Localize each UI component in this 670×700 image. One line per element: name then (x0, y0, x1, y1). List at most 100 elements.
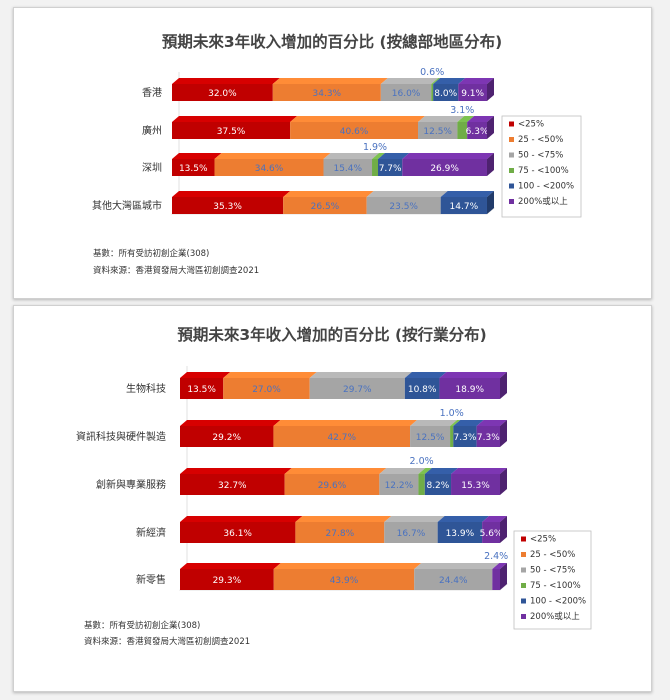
bar-segment (439, 378, 500, 399)
bar-segment (366, 197, 441, 214)
bar-segment (458, 84, 488, 101)
legend-entry: <25% (530, 535, 556, 545)
data-label: 2.0% (410, 456, 434, 467)
bar-segment-top (180, 563, 281, 569)
bar-side (487, 153, 494, 176)
bar-segment (431, 84, 434, 101)
legend-swatch (509, 199, 514, 204)
bar-segment-top (414, 563, 500, 569)
data-label: 10.8% (408, 385, 437, 395)
bar-segment (476, 426, 500, 447)
legend-entry: 50 - <75% (530, 566, 575, 576)
legend-swatch (521, 552, 526, 557)
legend-swatch (509, 168, 514, 173)
category-label: 香港 (142, 87, 162, 99)
legend-entry: 50 - <75% (518, 151, 563, 161)
bar-segment-top (214, 153, 331, 159)
bar-segment (414, 569, 493, 590)
data-label: 35.3% (213, 202, 242, 212)
bar-segment-top (309, 372, 412, 378)
data-label: 43.9% (330, 576, 359, 586)
data-label: 15.4% (333, 164, 362, 174)
data-label: 14.7% (450, 202, 479, 212)
legend-entry: 200%或以上 (518, 196, 568, 207)
category-label: 深圳 (142, 162, 162, 174)
bar-segment (323, 159, 373, 176)
data-label: 29.6% (318, 481, 347, 491)
bar-segment-top (439, 372, 507, 378)
data-label: 7.3% (454, 433, 477, 443)
bar-segment (172, 122, 291, 139)
legend-swatch (521, 536, 526, 542)
bar-segment (172, 84, 273, 101)
bar-segment (457, 122, 468, 139)
legend-entry: 100 - <200% (530, 597, 586, 607)
bar-segment-top (272, 78, 388, 84)
bar-segment-top (437, 516, 490, 522)
data-label: 12.5% (416, 433, 445, 443)
data-label: 13.5% (187, 385, 216, 395)
data-label: 1.9% (363, 142, 387, 153)
bar-segment-top (482, 516, 507, 522)
bar-segment (290, 122, 419, 139)
bar-segment-top (284, 468, 387, 474)
bar-segment-top (323, 153, 380, 159)
bar-segment (172, 197, 284, 214)
data-label: 12.5% (423, 127, 452, 137)
bar-segment-top (379, 468, 426, 474)
bar-segment-top (492, 563, 507, 569)
bar-segment (402, 159, 487, 176)
data-label: 26.5% (311, 202, 340, 212)
bar-segment (467, 122, 487, 139)
legend-swatch (521, 614, 526, 619)
data-label: 23.5% (389, 202, 418, 212)
category-label: 新零售 (136, 573, 166, 586)
bar-segment (437, 522, 483, 543)
bar-side (500, 372, 507, 399)
data-label: 9.1% (461, 89, 484, 99)
legend-entry: 200%或以上 (530, 611, 580, 622)
data-label: 27.0% (252, 385, 281, 395)
data-label: 29.3% (213, 576, 242, 586)
bar-segment-top (273, 563, 422, 569)
bar-segment-top (457, 116, 475, 122)
bar-segment (309, 378, 405, 399)
data-label: 37.5% (217, 127, 246, 137)
chart-region: 預期未來3年收入增加的百分比 (按總部地區分布) 香港 32.0% 34.3% 16.0… (92, 32, 582, 218)
bar-segment-top (418, 116, 465, 122)
bar-segment (492, 569, 500, 590)
data-label: 16.0% (392, 89, 421, 99)
category-label: 資訊科技與硬件製造 (76, 430, 166, 443)
footnote-base: 基數：所有受訪初創企業(308) (84, 621, 201, 631)
bar-segment (450, 426, 454, 447)
chart-panel-region: 預期未來3年收入增加的百分比 (按總部地區分布) 香港 32.0% 34.3% 16.0… (13, 7, 652, 299)
bar-side (487, 116, 494, 139)
data-label: 12.2% (385, 481, 414, 491)
bar-segment (223, 378, 310, 399)
bar-segment-top (290, 116, 426, 122)
chart-industry: 預期未來3年收入增加的百分比 (按行業分布) 生物科技 13.5% 27.0% 29.7… (76, 325, 592, 630)
data-label: 24.4% (439, 576, 468, 586)
bar-segment (180, 426, 274, 447)
bar-side (500, 516, 507, 543)
bar-side (487, 191, 494, 214)
footnote-source: 資料來源：香港貿發局大灣區初創調查2021 (84, 637, 251, 647)
bar-segment (180, 522, 296, 543)
data-label: 8.2% (426, 481, 449, 491)
category-label: 創新與專業服務 (96, 478, 166, 491)
data-label: 1.0% (440, 408, 464, 419)
data-label: 40.6% (340, 127, 369, 137)
bar-segment-top (283, 191, 374, 197)
bar-segment-top (366, 191, 448, 197)
data-label: 2.4% (484, 551, 508, 562)
bar-side (500, 563, 507, 590)
data-label: 32.7% (218, 481, 247, 491)
bar-segment (424, 474, 452, 495)
bar-segment-top (180, 468, 292, 474)
legend-entry: 75 - <100% (530, 581, 581, 591)
data-label: 26.9% (430, 164, 459, 174)
chart-title: 預期未來3年收入增加的百分比 (按總部地區分布) (162, 32, 502, 51)
bar-segment (272, 84, 381, 101)
bar-segment-top (424, 468, 459, 474)
bar-segment-top (273, 420, 418, 426)
